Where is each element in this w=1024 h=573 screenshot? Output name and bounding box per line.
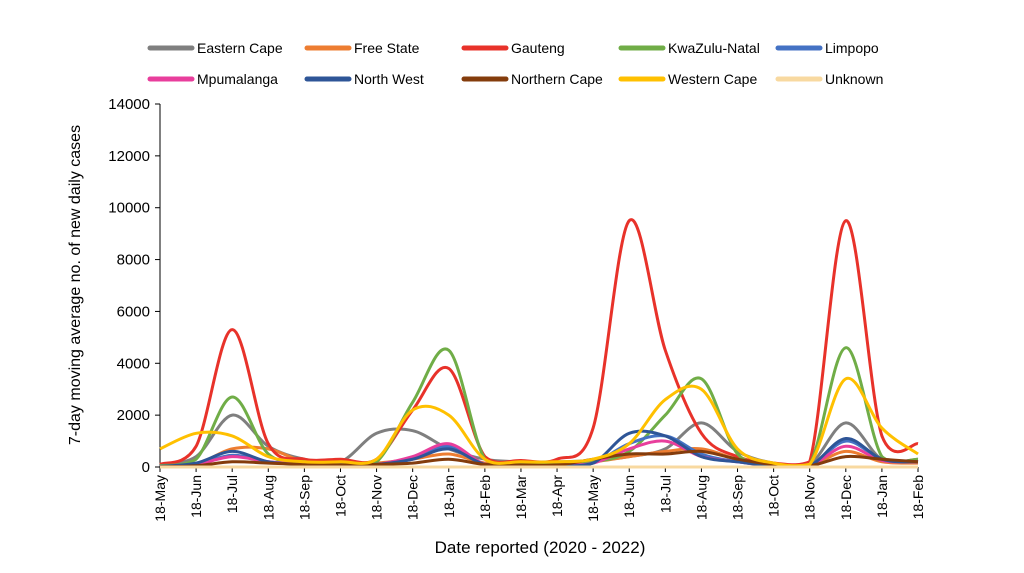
x-tick-label: 18-Jul <box>224 475 240 513</box>
x-tick-label: 18-May <box>585 475 601 522</box>
x-tick-label: 18-Mar <box>513 475 529 520</box>
x-tick-label: 18-Aug <box>260 475 276 520</box>
x-tick-label: 18-Apr <box>549 475 565 517</box>
y-axis-title: 7-day moving average no. of new daily ca… <box>67 125 84 445</box>
legend-item-western-cape: Western Cape <box>618 71 757 87</box>
legend-item-northern-cape: Northern Cape <box>461 71 603 87</box>
x-tick-label: 18-May <box>152 475 168 522</box>
legend-label: North West <box>354 71 424 87</box>
x-axis-title: Date reported (2020 - 2022) <box>435 538 646 557</box>
y-tick-label: 12000 <box>108 148 150 165</box>
x-axis: 18-May 18-Jun 18-Jul 18-Aug 18-Sep 18-Oct 18-N… <box>152 466 926 522</box>
y-tick-label: 8000 <box>117 252 150 269</box>
legend-item-gauteng: Gauteng <box>461 40 565 56</box>
legend-item-free-state: Free State <box>304 40 420 56</box>
y-tick-label: 10000 <box>108 200 150 217</box>
legend-label: Western Cape <box>668 71 757 87</box>
legend-label: KwaZulu-Natal <box>668 40 760 56</box>
legend-label: Eastern Cape <box>197 40 283 56</box>
x-tick-label: 18-Oct <box>766 475 782 517</box>
legend-item-mpumalanga: Mpumalanga <box>147 71 278 87</box>
y-tick-label: 4000 <box>117 355 150 372</box>
x-tick-label: 18-Jan <box>441 475 457 518</box>
legend: Eastern Cape Free State Gauteng KwaZulu-Nat… <box>147 40 883 87</box>
legend-item-eastern-cape: Eastern Cape <box>147 40 283 56</box>
x-tick-label: 18-Nov <box>369 475 385 520</box>
x-tick-label: 18-Dec <box>405 475 421 520</box>
y-tick-label: 0 <box>142 459 150 476</box>
y-tick-label: 2000 <box>117 407 150 424</box>
legend-label: Unknown <box>825 71 883 87</box>
legend-label: Gauteng <box>511 40 565 56</box>
legend-label: Limpopo <box>825 40 879 56</box>
x-tick-label: 18-Aug <box>693 475 709 520</box>
x-tick-label: 18-Jul <box>657 475 673 513</box>
legend-label: Northern Cape <box>511 71 603 87</box>
legend-label: Mpumalanga <box>197 71 278 87</box>
legend-item-north-west: North West <box>304 71 424 87</box>
x-tick-label: 18-Dec <box>838 475 854 520</box>
x-tick-label: 18-Oct <box>332 475 348 517</box>
x-tick-label: 18-Sep <box>730 475 746 520</box>
legend-item-limpopo: Limpopo <box>775 40 879 56</box>
legend-item-unknown: Unknown <box>775 71 883 87</box>
y-axis: 0 2000 4000 6000 8000 10000 12000 14000 <box>108 96 161 476</box>
y-tick-label: 14000 <box>108 96 150 113</box>
legend-label: Free State <box>354 40 420 56</box>
x-tick-label: 18-Nov <box>802 475 818 520</box>
x-tick-label: 18-Feb <box>910 475 926 520</box>
x-tick-label: 18-Jun <box>188 475 204 518</box>
y-tick-label: 6000 <box>117 303 150 320</box>
x-tick-label: 18-Sep <box>296 475 312 520</box>
x-tick-label: 18-Jan <box>874 475 890 518</box>
legend-item-kwazulu-natal: KwaZulu-Natal <box>618 40 760 56</box>
x-tick-label: 18-Feb <box>477 475 493 520</box>
series-lines <box>159 218 919 469</box>
x-tick-label: 18-Jun <box>621 475 637 518</box>
series-line-gauteng <box>159 218 919 467</box>
